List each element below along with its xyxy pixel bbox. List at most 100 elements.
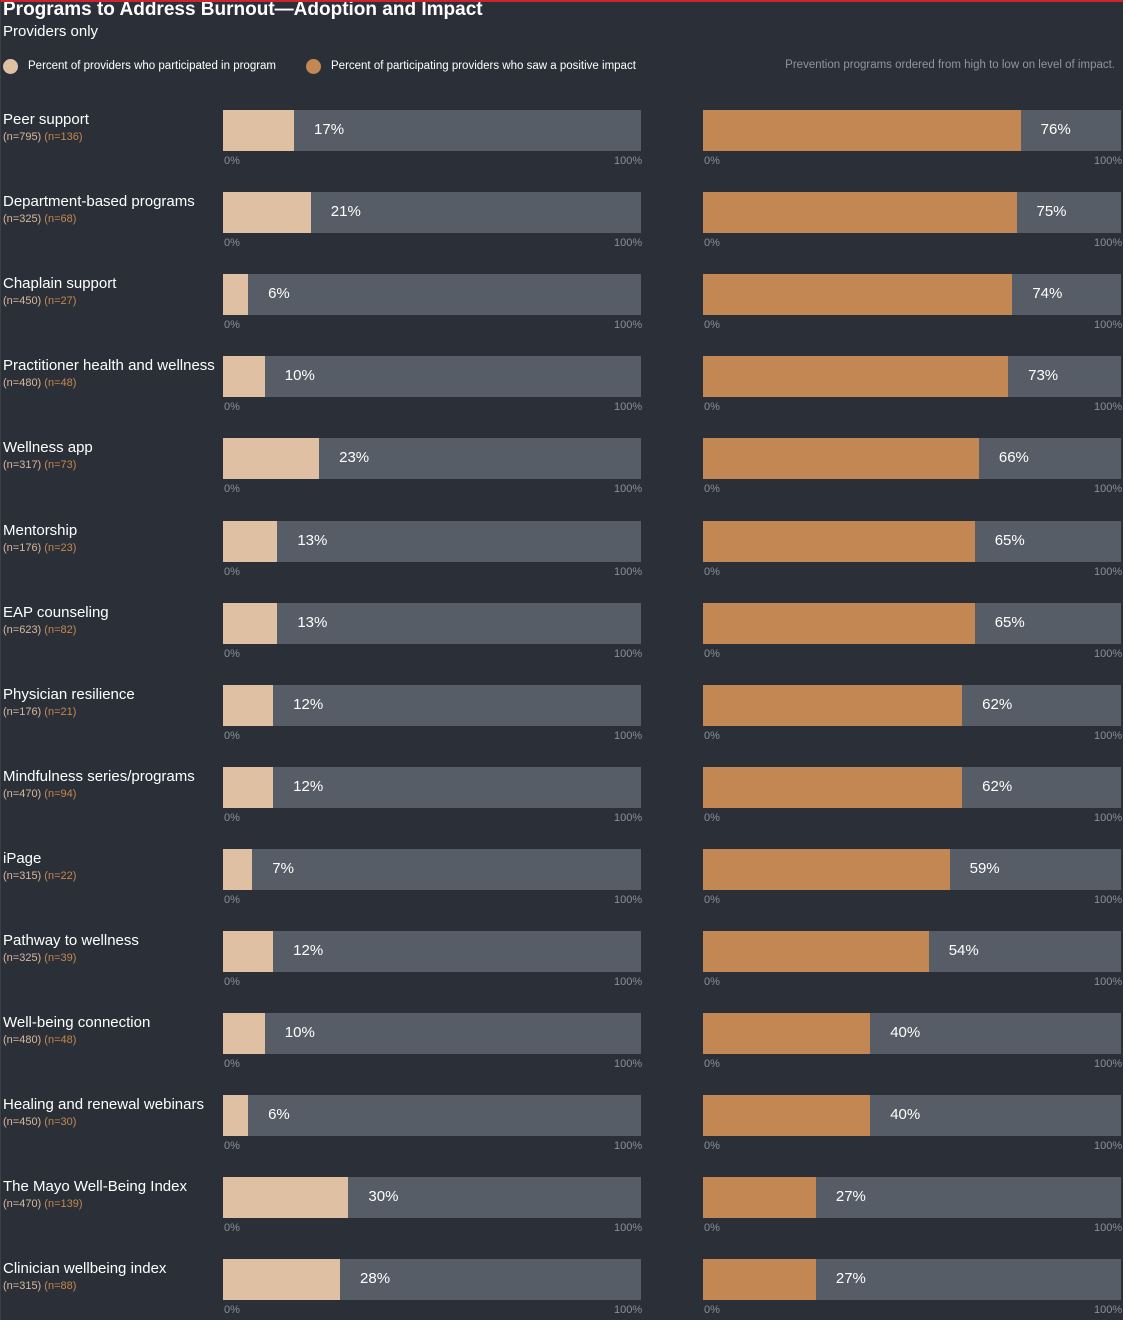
sample-size-total: (n=176): [3, 705, 42, 718]
impact-value-label: 73%: [1028, 367, 1059, 385]
program-name: The Mayo Well-Being Index: [3, 1178, 187, 1196]
impact-value-label: 65%: [994, 531, 1025, 549]
legend-item-impact: Percent of participating providers who s…: [306, 58, 636, 74]
axis-min-label: 0%: [704, 483, 720, 496]
program-row: Department-based programs (n=325) (n=68) 2…: [1, 192, 1123, 274]
program-row: Physician resilience (n=176) (n=21) 12% 0% 1…: [1, 684, 1123, 767]
axis-max-label: 100%: [1094, 976, 1123, 988]
impact-value-label: 40%: [890, 1024, 921, 1042]
axis-max-label: 100%: [1094, 237, 1123, 250]
impact-value-label: 75%: [1036, 203, 1067, 221]
axis-min-label: 0%: [224, 811, 240, 824]
participation-bar: [223, 684, 274, 726]
axis-min-label: 0%: [704, 811, 720, 824]
sample-size-total: (n=317): [3, 459, 42, 472]
participation-value-label: 21%: [330, 203, 361, 221]
sample-sizes: (n=470) (n=94): [3, 787, 218, 801]
legend-item-participation: Percent of providers who participated in…: [3, 58, 276, 74]
participation-bar: [223, 766, 274, 808]
legend-swatch-participation: [3, 58, 18, 74]
axis-max-label: 100%: [614, 729, 643, 742]
sample-size-participants: (n=73): [44, 459, 77, 472]
participation-value-label: 10%: [284, 1024, 315, 1042]
sample-size-participants: (n=48): [44, 377, 77, 390]
axis-min-label: 0%: [704, 1058, 720, 1071]
impact-bar-track: 65%: [703, 520, 1121, 562]
axis-max-label: 100%: [614, 1058, 643, 1071]
impact-bar-track: 75%: [703, 192, 1121, 234]
axis-min-label: 0%: [704, 237, 720, 250]
impact-bar: [703, 1259, 816, 1301]
axis-min-label: 0%: [224, 647, 240, 660]
impact-bar-track: 66%: [703, 438, 1121, 480]
participation-bar-track: 10%: [223, 1013, 641, 1055]
impact-bar: [703, 192, 1017, 234]
sample-size-participants: (n=30): [44, 1116, 77, 1129]
sample-size-participants: (n=27): [44, 295, 77, 308]
sample-size-total: (n=450): [3, 295, 42, 308]
impact-bar-track: 62%: [703, 684, 1121, 726]
axis-min-label: 0%: [224, 401, 240, 414]
program-label: Clinician wellbeing index (n=315) (n=88): [3, 1259, 218, 1293]
program-name: Clinician wellbeing index: [3, 1260, 167, 1278]
participation-value-label: 6%: [268, 285, 290, 303]
axis-min-label: 0%: [224, 893, 240, 906]
participation-bar: [223, 1013, 265, 1055]
axis-max-label: 100%: [1094, 1058, 1123, 1071]
sample-size-participants: (n=136): [44, 131, 83, 143]
program-row: Clinician wellbeing index (n=315) (n=88) 2…: [1, 1259, 1123, 1320]
participation-bar: [223, 274, 249, 316]
impact-bar: [703, 602, 975, 644]
impact-bar: [703, 848, 950, 890]
axis-min-label: 0%: [224, 1140, 240, 1153]
program-label: Mentorship (n=176) (n=23): [3, 521, 218, 555]
axis-max-label: 100%: [1094, 1222, 1123, 1235]
axis-max-label: 100%: [614, 237, 643, 250]
legend-label-impact: Percent of participating providers who s…: [331, 60, 636, 72]
program-label: Peer support (n=795) (n=136): [3, 110, 218, 144]
participation-value-label: 12%: [293, 942, 324, 959]
sample-sizes: (n=176) (n=21): [3, 705, 218, 719]
participation-bar: [223, 931, 274, 972]
axis-min-label: 0%: [704, 729, 720, 742]
program-row: Pathway to wellness (n=325) (n=39) 12% 0% 10…: [1, 931, 1123, 1013]
program-name: Chaplain support: [3, 275, 117, 293]
sample-size-total: (n=315): [3, 869, 42, 882]
participation-value-label: 17%: [314, 121, 345, 138]
impact-bar-track: 62%: [703, 766, 1121, 808]
participation-bar: [223, 602, 278, 644]
participation-bar: [223, 192, 311, 234]
impact-bar: [703, 110, 1021, 151]
participation-value-label: 30%: [368, 1188, 399, 1206]
sample-sizes: (n=450) (n=27): [3, 294, 218, 308]
impact-bar-track: 73%: [703, 356, 1121, 398]
impact-bar: [703, 274, 1013, 316]
participation-bar-track: 13%: [223, 520, 641, 562]
impact-bar: [703, 931, 929, 972]
participation-bar-track: 13%: [223, 602, 641, 644]
sample-sizes: (n=317) (n=73): [3, 458, 218, 472]
sample-size-participants: (n=68): [44, 213, 77, 226]
program-name: Pathway to wellness: [3, 932, 139, 949]
program-label: Department-based programs (n=325) (n=68): [3, 192, 218, 226]
impact-bar: [703, 1095, 871, 1137]
program-label: EAP counseling (n=623) (n=82): [3, 603, 218, 637]
participation-value-label: 13%: [297, 531, 328, 549]
axis-min-label: 0%: [704, 565, 720, 578]
participation-value-label: 6%: [268, 1106, 290, 1124]
axis-max-label: 100%: [1094, 565, 1123, 578]
axis-max-label: 100%: [1094, 647, 1123, 660]
sample-size-participants: (n=21): [44, 705, 77, 718]
sample-size-total: (n=795): [3, 131, 42, 143]
impact-bar-track: 27%: [703, 1259, 1121, 1301]
axis-min-label: 0%: [224, 483, 240, 496]
axis-max-label: 100%: [1094, 483, 1123, 496]
program-row: iPage (n=315) (n=22) 7% 0% 100% 59% 0% 100%: [1, 848, 1123, 931]
sample-size-total: (n=480): [3, 377, 42, 390]
program-row: Peer support (n=795) (n=136) 17% 0% 100% 76% 0…: [1, 110, 1123, 192]
participation-bar-track: 30%: [223, 1177, 641, 1219]
program-name: Mindfulness series/programs: [3, 767, 195, 785]
impact-value-label: 62%: [982, 695, 1013, 713]
program-label: Wellness app (n=317) (n=73): [3, 438, 218, 472]
